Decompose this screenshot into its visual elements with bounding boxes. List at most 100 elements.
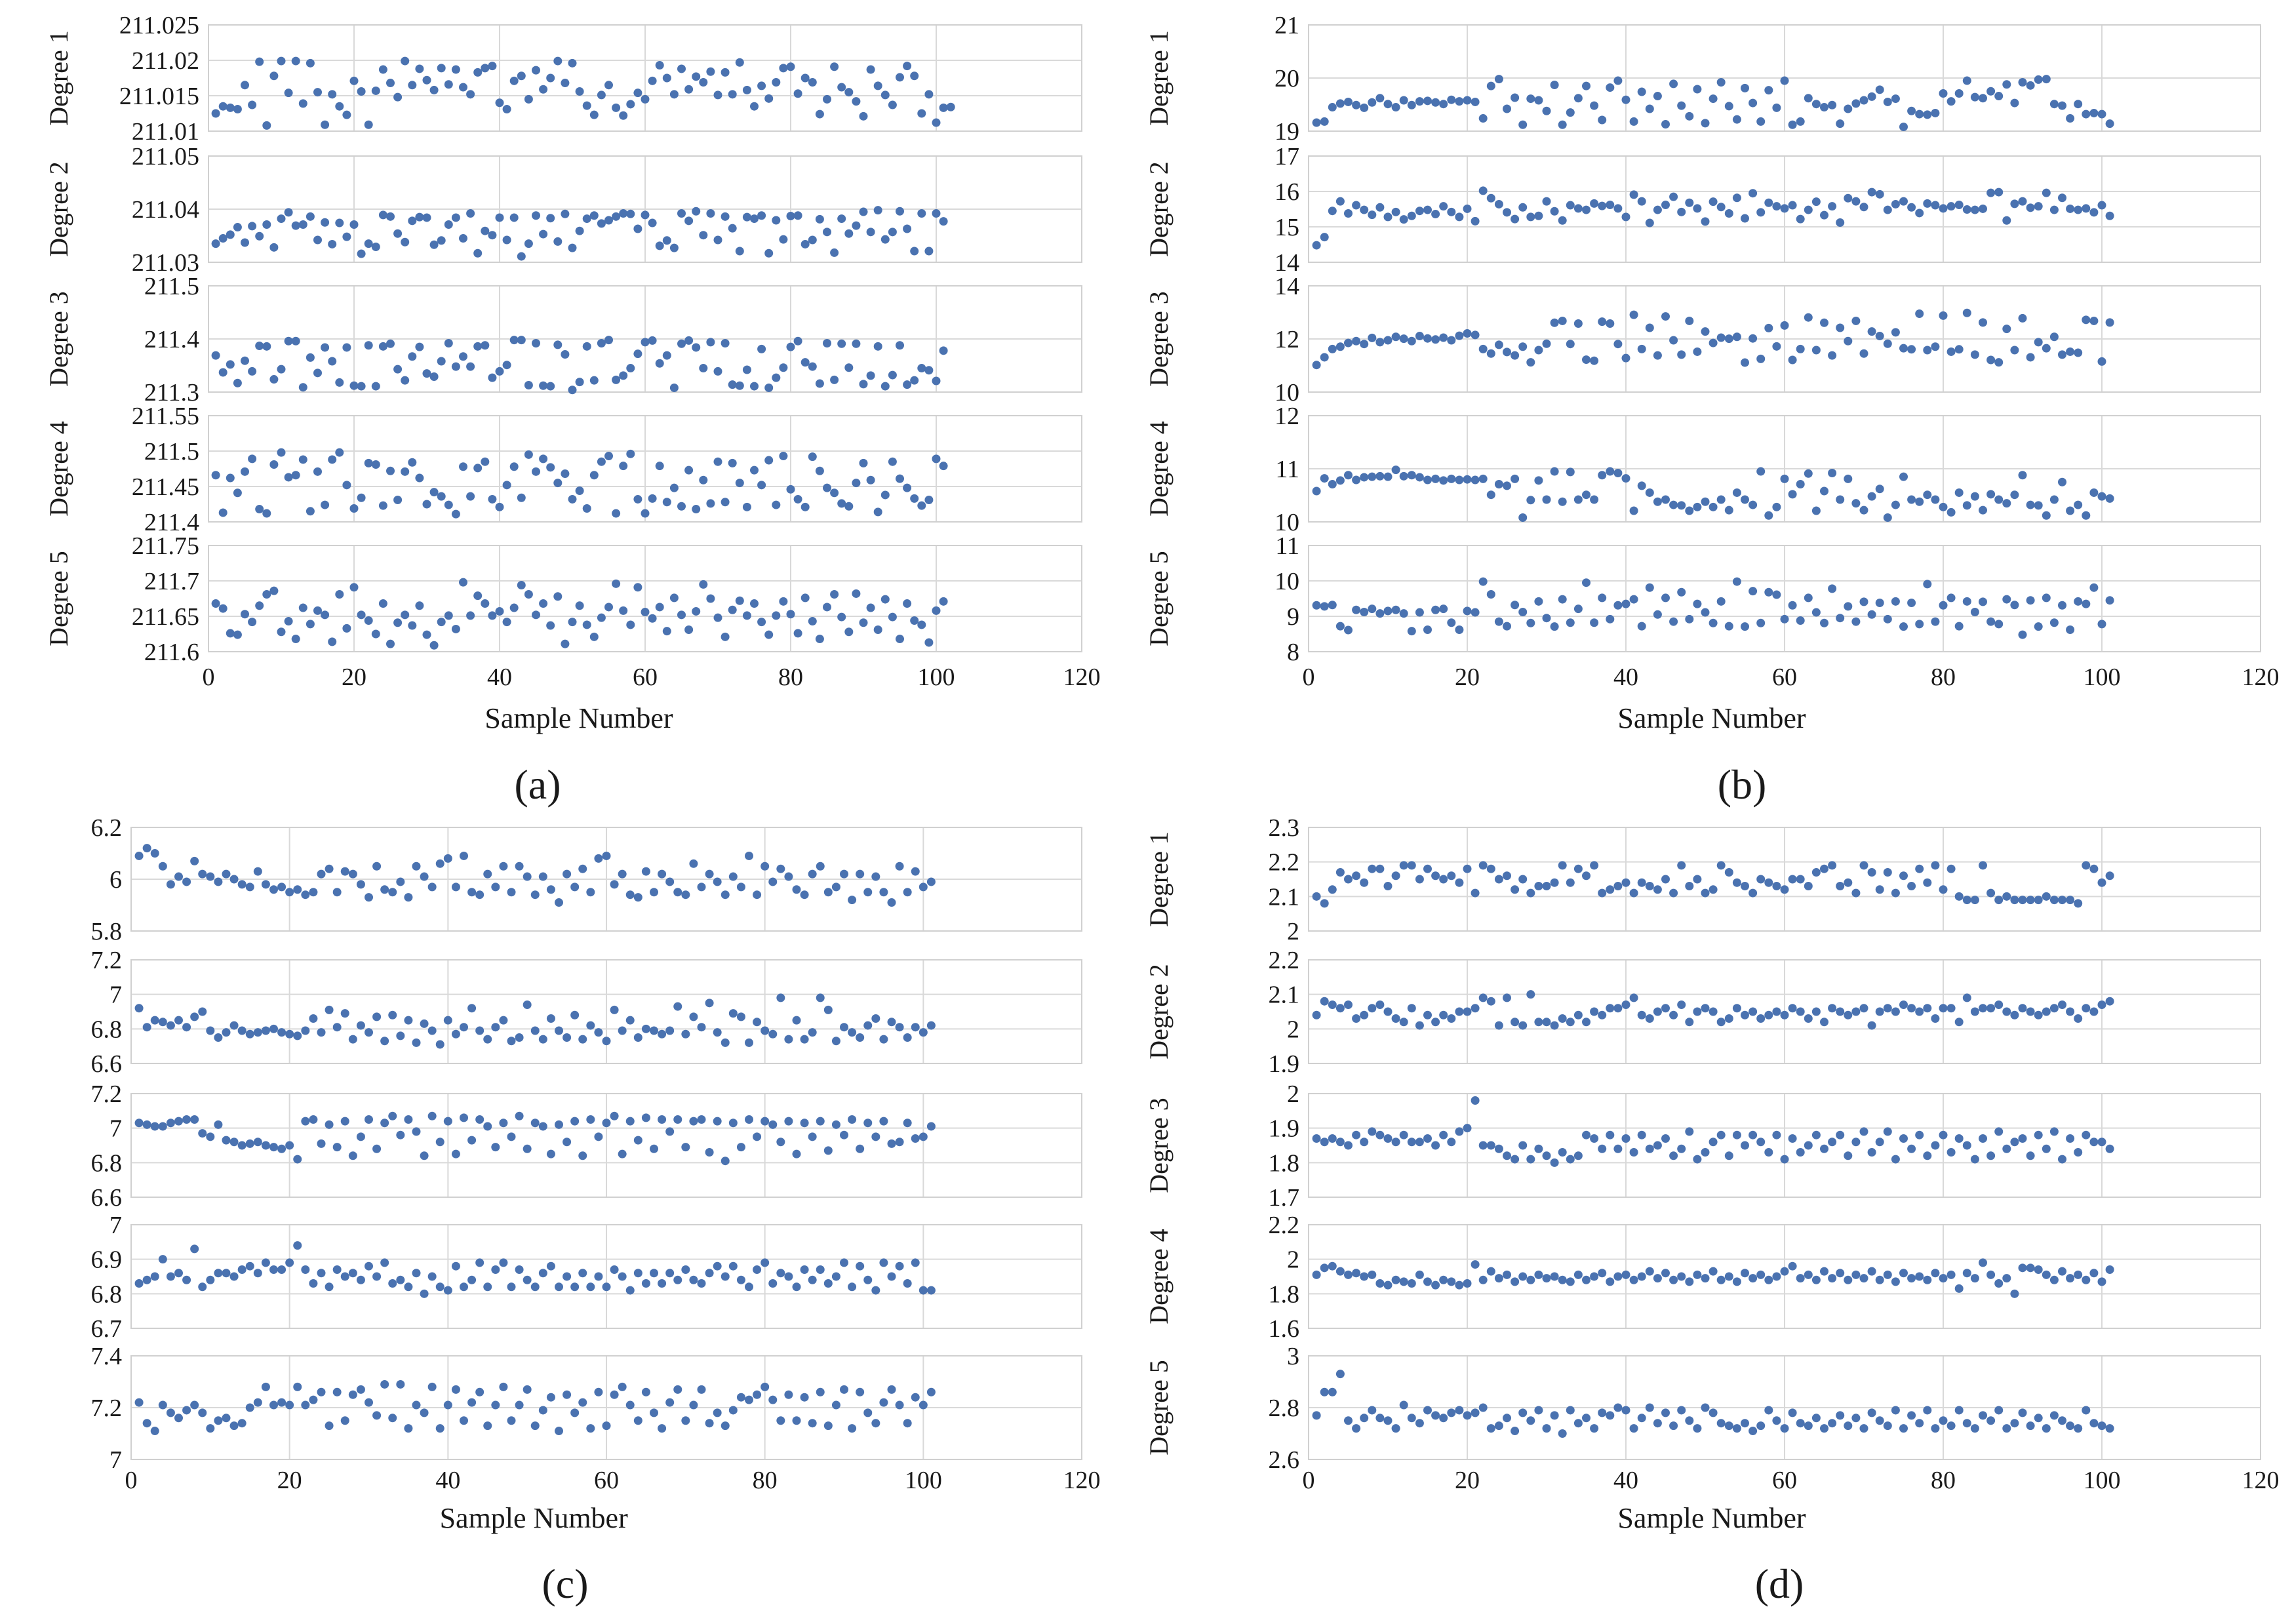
data-point	[1407, 1279, 1416, 1288]
data-point	[575, 226, 584, 235]
data-point	[776, 864, 785, 873]
data-point	[1669, 1010, 1678, 1020]
data-point	[1526, 94, 1535, 104]
data-point	[570, 1408, 580, 1417]
data-point	[1970, 492, 1979, 501]
x-tick-label: 40	[487, 663, 512, 691]
data-point	[1772, 1130, 1781, 1139]
data-point	[880, 235, 890, 244]
data-point	[2026, 1263, 2035, 1273]
data-point	[1931, 1141, 1940, 1150]
data-point	[1685, 1127, 1694, 1136]
data-point	[1796, 479, 1805, 488]
data-point	[1669, 1421, 1678, 1431]
data-point	[365, 1115, 373, 1124]
data-point	[1645, 488, 1654, 497]
data-point	[1661, 119, 1670, 129]
data-point	[673, 1385, 682, 1394]
data-point	[1486, 997, 1495, 1006]
data-point	[460, 1113, 468, 1122]
data-point	[388, 1010, 397, 1020]
data-point	[684, 216, 694, 226]
data-point	[1946, 347, 1956, 356]
data-point	[2018, 1408, 2027, 1417]
data-point	[586, 1021, 595, 1030]
data-point	[1883, 614, 1892, 624]
y-tick-label: 211.4	[144, 509, 199, 536]
data-point	[459, 578, 467, 587]
data-point	[1383, 882, 1393, 891]
data-point	[2089, 1419, 2099, 1428]
data-point	[1811, 506, 1821, 515]
data-point	[1335, 622, 1345, 631]
data-point	[1558, 1275, 1567, 1284]
data-point	[1669, 79, 1678, 89]
data-point	[1931, 1269, 1940, 1278]
data-point	[1447, 207, 1456, 216]
data-point	[284, 617, 293, 626]
data-point	[1875, 85, 1884, 94]
data-point	[1979, 318, 1987, 327]
data-point	[2002, 216, 2011, 225]
data-point	[1637, 344, 1646, 353]
data-point	[563, 1390, 572, 1399]
data-point	[1661, 875, 1670, 884]
data-point	[1859, 1127, 1868, 1136]
data-point	[1328, 344, 1337, 353]
data-point	[1685, 1018, 1694, 1027]
data-point	[895, 1261, 904, 1271]
data-point	[677, 610, 686, 620]
data-point	[415, 212, 424, 222]
data-point	[1844, 1151, 1853, 1160]
data-point	[793, 89, 802, 98]
data-point	[1899, 1424, 1908, 1433]
data-point	[1796, 344, 1805, 353]
data-point	[435, 1282, 445, 1292]
data-point	[879, 1258, 888, 1267]
data-point	[1558, 316, 1567, 325]
data-point	[612, 509, 621, 518]
data-point	[852, 589, 861, 598]
y-axis-label: Degree 5	[44, 551, 73, 646]
data-point	[340, 1272, 349, 1281]
data-point	[792, 885, 801, 894]
data-point	[879, 1117, 888, 1126]
data-point	[1478, 577, 1488, 586]
data-point	[602, 1282, 611, 1292]
subplot-frame	[130, 827, 1082, 932]
data-point	[641, 867, 650, 876]
data-point	[612, 579, 621, 588]
data-point	[1653, 1007, 1662, 1016]
data-point	[517, 580, 526, 589]
data-point	[932, 208, 941, 218]
data-point	[1407, 1414, 1416, 1423]
data-point	[625, 1117, 635, 1126]
data-point	[1836, 323, 1845, 332]
data-point	[1542, 1151, 1551, 1160]
data-point	[1979, 1258, 1987, 1267]
data-point	[911, 867, 920, 876]
data-point	[1820, 1424, 1828, 1433]
data-point	[721, 68, 730, 77]
data-point	[1859, 96, 1868, 105]
data-point	[604, 216, 613, 225]
data-point	[2097, 1138, 2106, 1147]
data-point	[764, 384, 774, 393]
data-point	[589, 471, 599, 480]
x-tick-label: 80	[1931, 663, 1956, 691]
data-point	[1606, 1277, 1615, 1286]
data-point	[190, 1012, 199, 1021]
data-point	[776, 993, 785, 1002]
y-tick-label: 1.6	[1269, 1315, 1300, 1343]
data-point	[555, 1120, 563, 1129]
data-point	[856, 1261, 865, 1271]
data-point	[1709, 1138, 1718, 1147]
data-point	[793, 211, 802, 220]
y-tick-label: 2.2	[1269, 849, 1300, 877]
data-point	[713, 235, 722, 245]
data-point	[1915, 208, 1924, 218]
data-point	[594, 1028, 603, 1037]
